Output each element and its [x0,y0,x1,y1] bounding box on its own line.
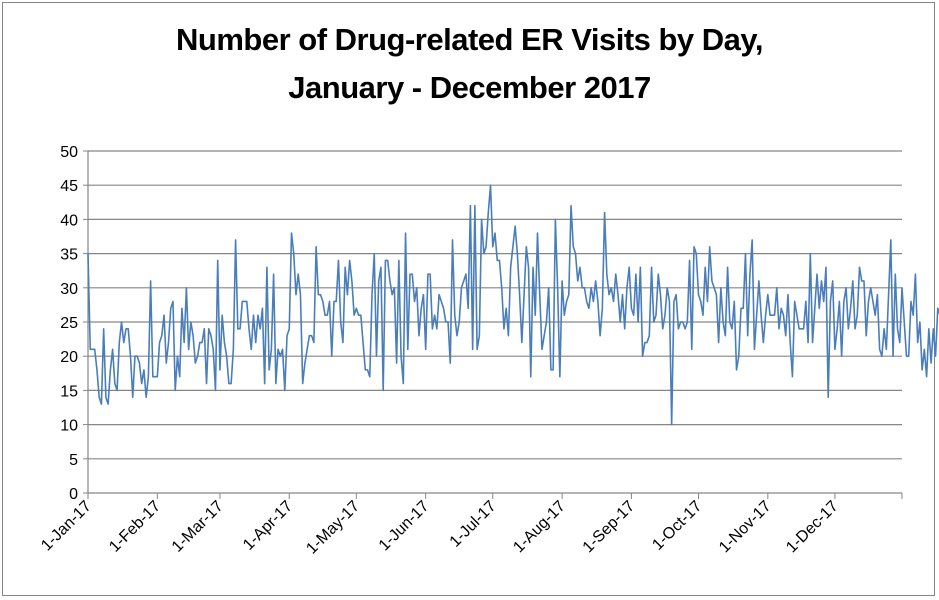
chart-title: Number of Drug-related ER Visits by Day, [176,22,763,57]
y-tick-label: 45 [60,178,78,195]
series-layer [87,184,939,426]
x-tick-label: 1-Jan-17 [38,498,95,555]
y-tick-label: 10 [60,418,78,435]
series-line [87,184,939,426]
x-tick-label: 1-Mar-17 [169,498,227,556]
y-tick-label: 20 [60,349,78,366]
y-axis-tick-labels: 0 5 10 15 20 25 30 35 40 45 50 [60,144,78,503]
axes [83,150,903,499]
y-tick-label: 15 [60,383,78,400]
x-tick-label: 1-Jun-17 [376,498,433,555]
chart-subtitle: January - December 2017 [288,70,651,105]
y-tick-label: 0 [69,486,78,503]
x-tick-label: 1-Dec-17 [783,498,842,557]
y-tick-label: 35 [60,247,78,264]
x-tick-label: 1-Jul-17 [447,498,500,551]
x-axis-tick-labels: 1-Jan-17 1-Feb-17 1-Mar-17 1-Apr-17 1-May-17… [38,498,842,558]
x-tick-label: 1-May-17 [303,498,363,558]
x-tick-label: 1-Nov-17 [716,498,775,557]
y-tick-label: 25 [60,315,78,332]
x-tick-label: 1-Feb-17 [106,498,164,556]
y-tick-label: 30 [60,281,78,298]
x-tick-label: 1-Oct-17 [649,498,705,554]
y-tick-label: 5 [69,452,78,469]
x-tick-label: 1-Aug-17 [510,498,569,557]
x-tick-label: 1-Sep-17 [580,498,639,557]
x-tick-label: 1-Apr-17 [240,498,296,554]
gridlines [88,150,902,460]
y-tick-label: 50 [60,144,78,161]
y-tick-label: 40 [60,212,78,229]
